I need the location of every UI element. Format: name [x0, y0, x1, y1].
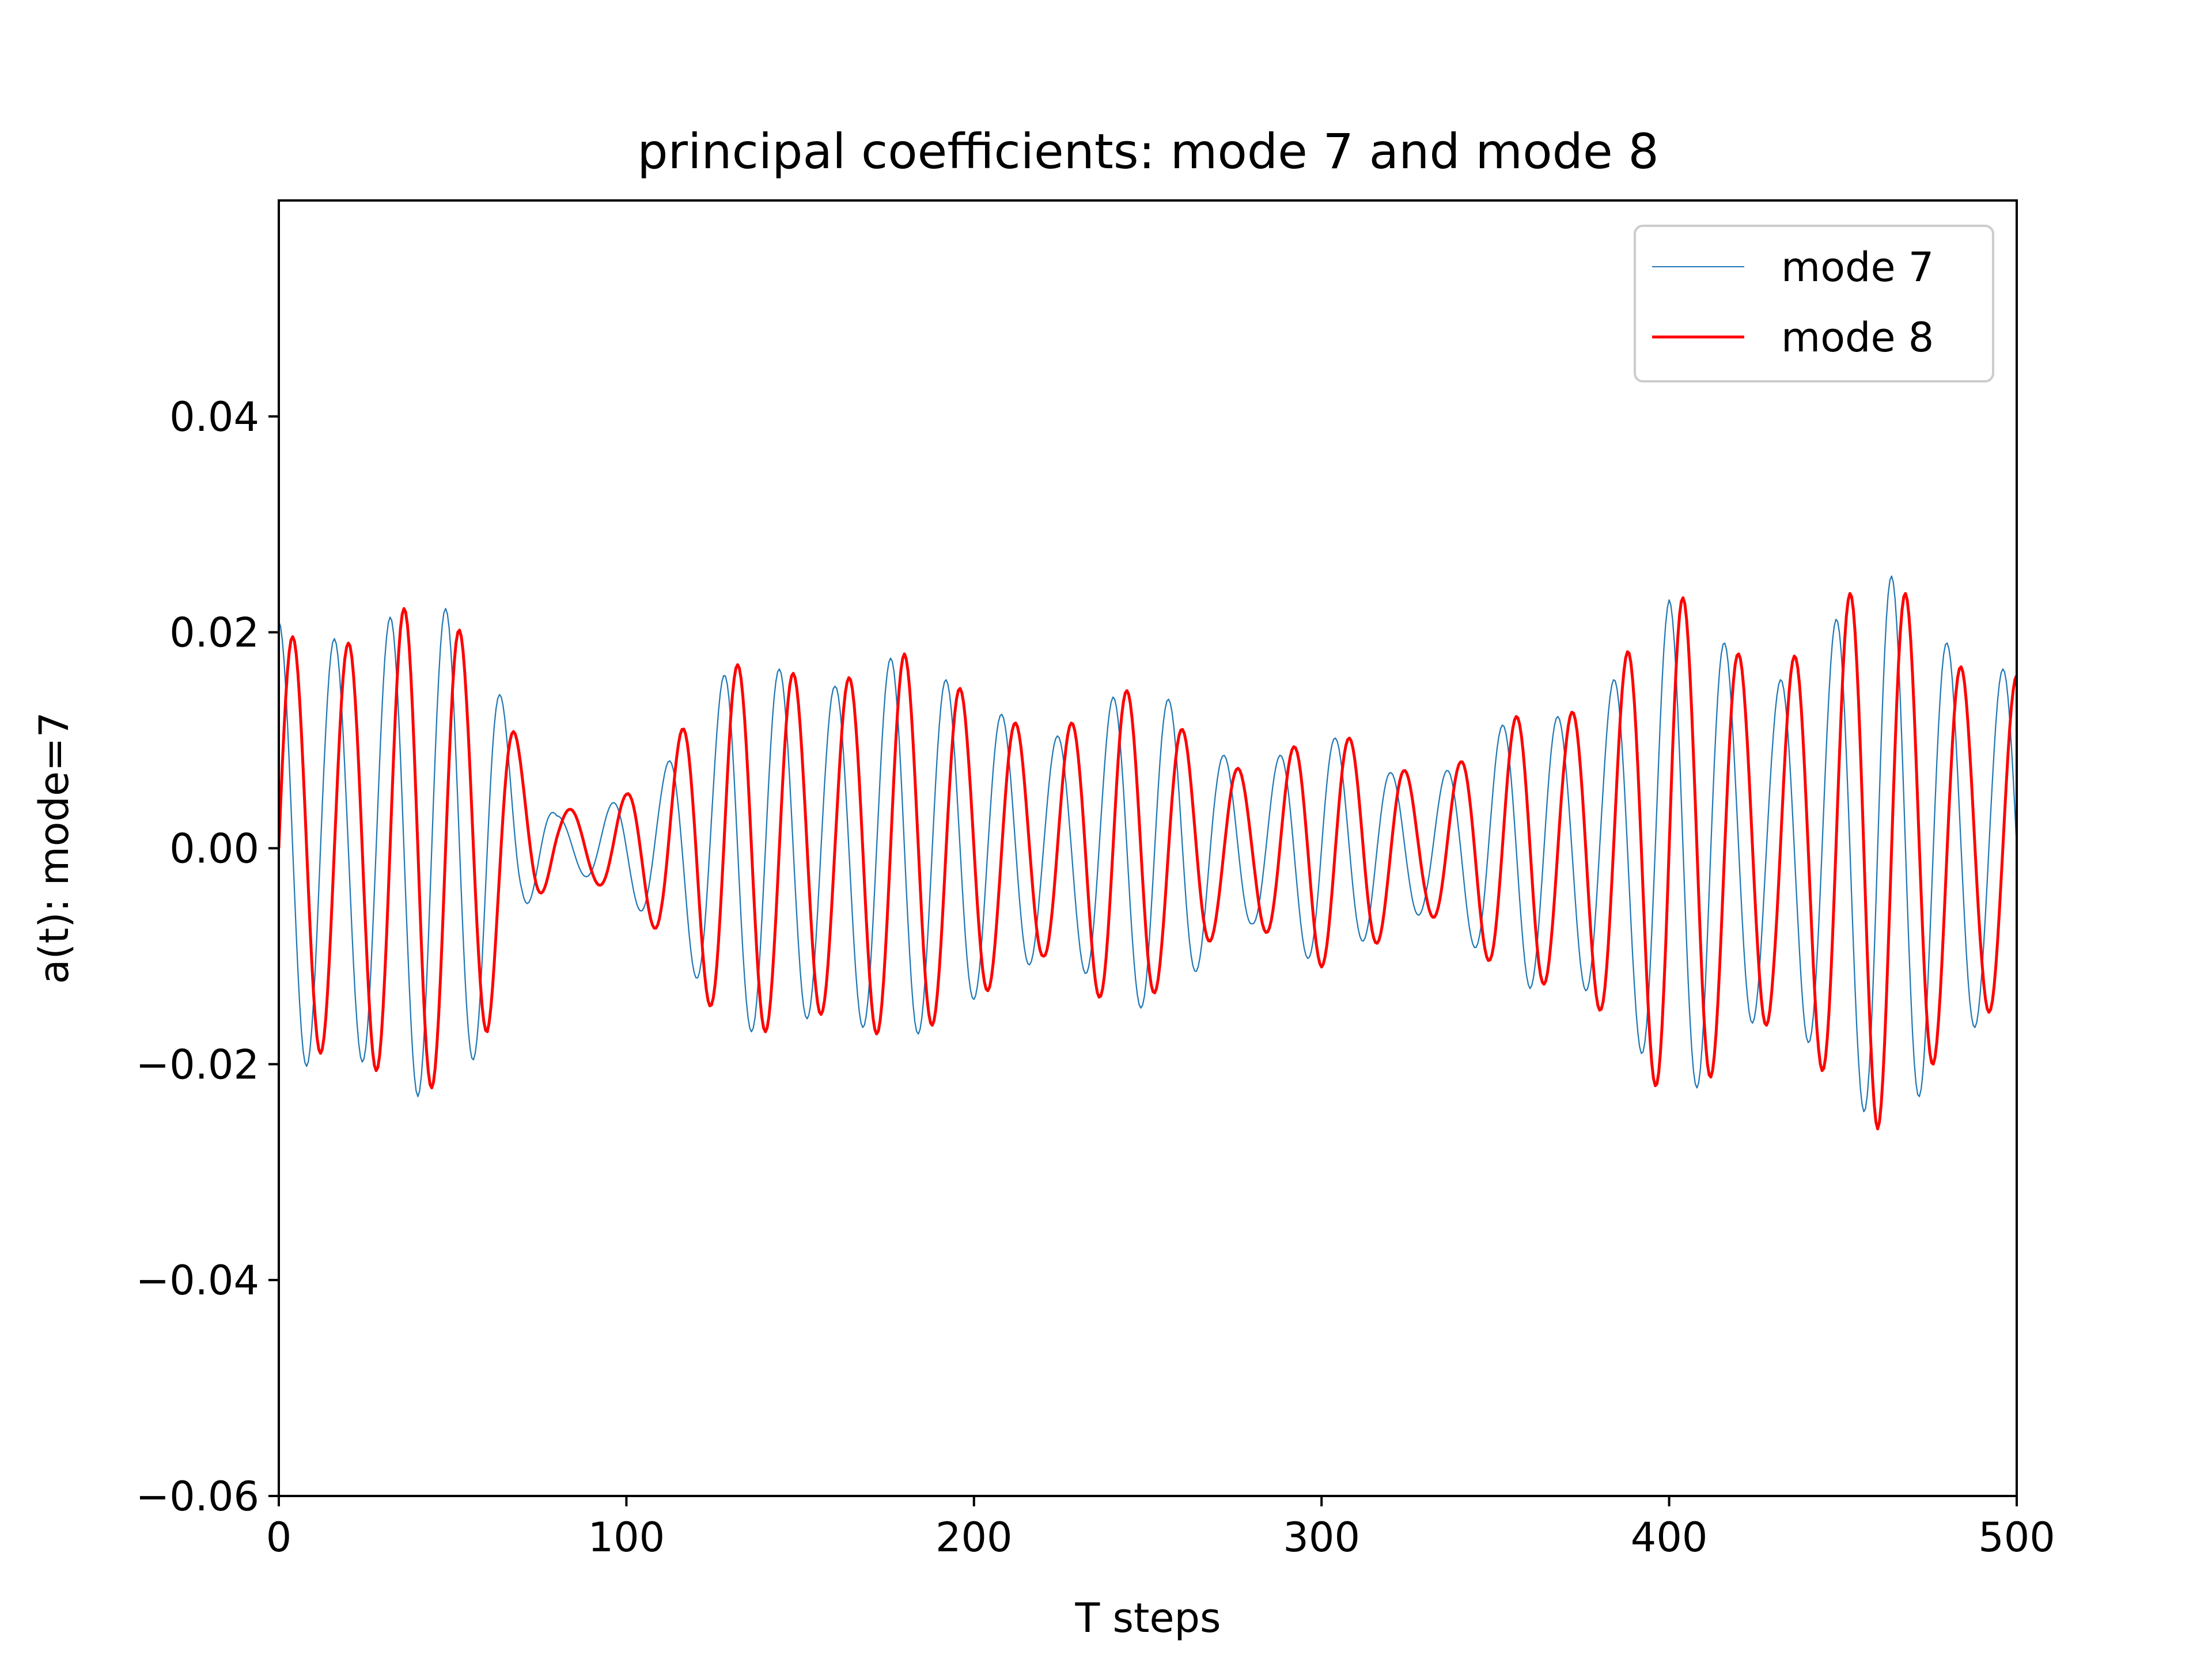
- x-tick-label: 500: [1978, 1514, 2055, 1561]
- y-tick-label: −0.04: [135, 1257, 259, 1304]
- y-axis: −0.06 −0.04 −0.02 0.00 0.02 0.04: [135, 393, 279, 1520]
- y-tick-label: −0.02: [135, 1041, 259, 1088]
- x-axis-label: T steps: [1075, 1594, 1221, 1642]
- legend-label-mode-8: mode 8: [1781, 314, 1934, 361]
- x-tick-label: 200: [935, 1514, 1013, 1561]
- legend-box: [1634, 225, 1994, 382]
- x-tick-label: 100: [588, 1514, 665, 1561]
- x-axis: 0 100 200 300 400 500: [266, 1496, 2055, 1561]
- chart-title: principal coefficients: mode 7 and mode …: [637, 123, 1659, 180]
- x-tick-label: 300: [1283, 1514, 1360, 1561]
- y-tick-label: 0.00: [169, 825, 259, 873]
- series-line-mode-8: [279, 592, 2017, 1131]
- y-tick-label: 0.04: [169, 393, 259, 441]
- legend: mode 7 mode 8: [1634, 225, 1994, 382]
- y-tick-label: 0.02: [169, 609, 259, 657]
- x-tick-label: 400: [1631, 1514, 1708, 1561]
- y-axis-label: a(t): mode=7: [31, 712, 78, 984]
- y-tick-label: −0.06: [135, 1473, 259, 1520]
- legend-label-mode-7: mode 7: [1781, 244, 1934, 291]
- x-tick-label: 0: [266, 1514, 292, 1561]
- series-layer: [279, 575, 2017, 1131]
